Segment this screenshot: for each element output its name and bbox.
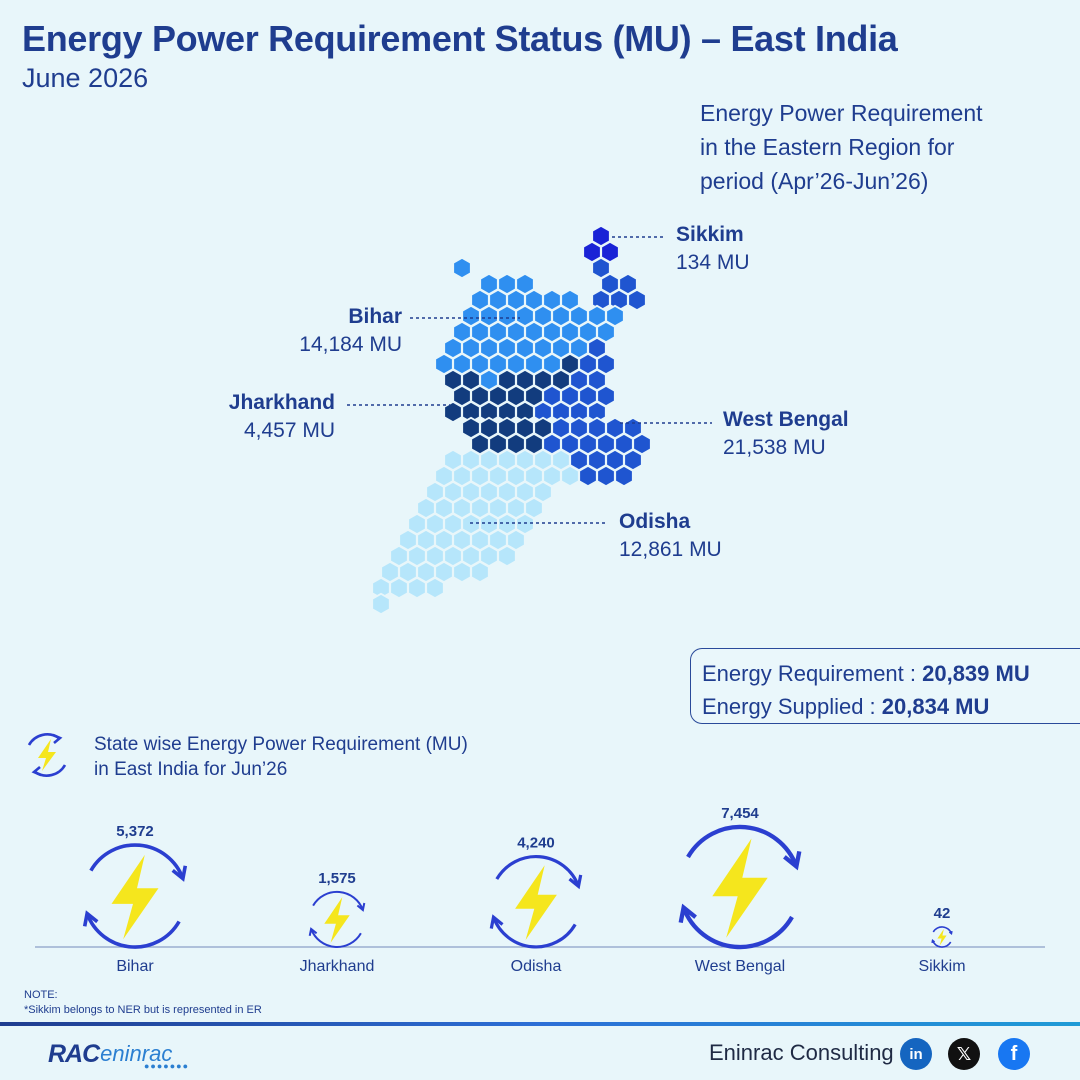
bubble-arrowhead [171, 865, 188, 882]
map-hex [407, 576, 427, 600]
map-hex [371, 592, 391, 616]
map-hex [497, 544, 517, 568]
map-label-sikkim: Sikkim 134 MU [676, 223, 750, 274]
bolt-icon [515, 865, 557, 940]
section-title: State wise Energy Power Requirement (MU)… [94, 734, 468, 780]
company-name: Eninrac Consulting [709, 1040, 894, 1065]
bubble-ring-arc [85, 912, 181, 949]
map-hex [596, 464, 616, 488]
map-hex [452, 560, 472, 584]
bubble-ring-arc [931, 940, 952, 948]
map-hex [560, 464, 580, 488]
bubble-arrowhead [568, 874, 583, 890]
bubble-ring-arc [686, 824, 799, 868]
category-label: Jharkhand [300, 958, 375, 975]
bubble-arrowhead [308, 927, 318, 936]
note: NOTE: *Sikkim belongs to NER but is repr… [24, 989, 262, 1016]
energy-cycle-icon [27, 733, 67, 777]
bubble-arrowhead [82, 910, 99, 927]
bubble-arrowhead [678, 903, 697, 924]
bubble-arrowhead [948, 930, 953, 936]
bubble-ring-arc [932, 926, 953, 934]
facebook-icon[interactable]: f [998, 1038, 1030, 1070]
map-hex [470, 560, 490, 584]
bubble-arrowhead [931, 938, 936, 944]
bubble-ring-arc [89, 843, 185, 880]
map-label-jharkhand: Jharkhand 4,457 MU [228, 391, 335, 442]
bubble-arrowhead [356, 902, 366, 912]
page-title: Energy Power Requirement Status (MU) – E… [22, 18, 898, 59]
bubble-ring-arc [310, 928, 362, 948]
bubble-ring-arc [491, 916, 577, 949]
category-label: Bihar [116, 958, 154, 975]
bubble-ring-arc [495, 854, 581, 887]
x-icon[interactable]: 𝕏 [948, 1038, 980, 1070]
value-label: 4,240 [517, 834, 555, 851]
bubble-west-bengal [678, 824, 802, 950]
energy-supplied-row: Energy Supplied : 20,834 MU [702, 694, 990, 719]
map-hex [627, 288, 647, 312]
bubble-arrowhead [489, 914, 504, 929]
bubble-ring-arc [312, 890, 364, 911]
value-label: 7,454 [721, 805, 759, 822]
bubble-ring-arc [681, 906, 794, 950]
category-label: Odisha [511, 958, 562, 975]
map-hex [452, 256, 472, 280]
value-label: 1,575 [318, 870, 356, 887]
map-hex [389, 576, 409, 600]
category-label: West Bengal [695, 958, 785, 975]
map-label-odisha: Odisha 12,861 MU [619, 510, 722, 561]
bolt-icon [937, 928, 947, 946]
map-hex [578, 464, 598, 488]
value-label: 5,372 [116, 823, 154, 840]
value-label: 42 [934, 905, 951, 922]
bolt-icon [324, 897, 350, 943]
energy-requirement-row: Energy Requirement : 20,839 MU [702, 661, 1030, 686]
bubble-jharkhand [308, 890, 366, 948]
bubble-sikkim [931, 926, 953, 948]
company-logo: RAC eninrac ●●●●●●● [48, 1039, 190, 1072]
bubble-chart: 5,372 Bihar 1,575 Jharkhand 4,240 Odisha 7,454… [35, 805, 1045, 975]
category-label: Sikkim [918, 958, 965, 975]
linkedin-icon[interactable]: in [900, 1038, 932, 1070]
totals-box: Energy Requirement : 20,839 MU Energy Su… [690, 648, 1080, 724]
footer-divider [0, 1022, 1080, 1026]
hex-map [347, 224, 712, 616]
bubble-odisha [489, 854, 583, 949]
bolt-icon [111, 854, 159, 940]
map-label-bihar: Bihar 14,184 MU [299, 305, 402, 356]
map-hex [425, 576, 445, 600]
map-caption: Energy Power Requirement in the Eastern … [700, 100, 983, 194]
map-hex [443, 400, 463, 424]
page-subtitle: June 2026 [22, 63, 149, 93]
map-label-west-bengal: West Bengal 21,538 MU [723, 408, 849, 459]
bubble-bihar [82, 843, 188, 949]
map-hex [614, 464, 634, 488]
bubble-arrowhead [783, 850, 802, 871]
bolt-icon [712, 838, 768, 938]
